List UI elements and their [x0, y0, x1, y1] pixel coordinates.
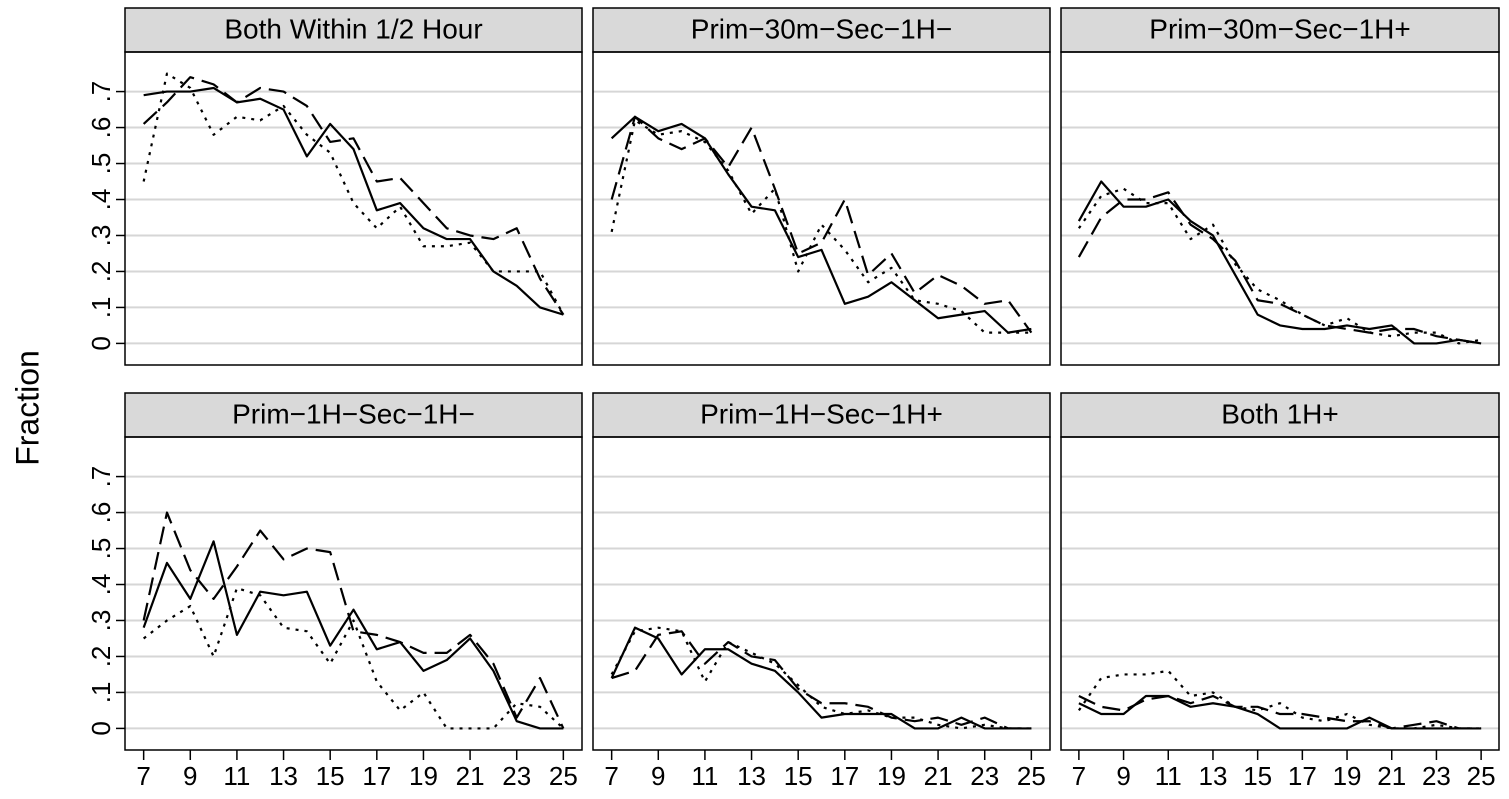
x-tick-label: 19	[409, 761, 438, 791]
x-tick-label: 15	[316, 761, 345, 791]
x-tick-label: 17	[1288, 761, 1317, 791]
x-tick-label: 11	[691, 761, 718, 791]
strip	[124, 7, 583, 53]
strip	[124, 392, 583, 438]
y-tick-label: .6	[86, 117, 116, 139]
series-line	[142, 76, 565, 316]
y-tick-label: .4	[86, 189, 116, 211]
strip-title: Both 1H+	[1221, 398, 1339, 429]
x-tick-label: 13	[1198, 761, 1227, 791]
x-tick-label: 9	[183, 761, 197, 791]
strip	[1060, 392, 1500, 438]
strip	[592, 392, 1051, 438]
x-tick-label: 13	[269, 761, 298, 791]
y-axis-title: Fraction	[9, 350, 45, 466]
x-tick-label: 21	[924, 761, 953, 791]
series-line	[142, 511, 565, 729]
x-tick-label: 11	[1155, 761, 1182, 791]
y-tick-label: .6	[86, 502, 116, 524]
y-tick-label: .2	[86, 646, 116, 668]
x-tick-label: 19	[877, 761, 906, 791]
series-line	[1077, 180, 1482, 345]
strip-title: Prim−30m−Sec−1H+	[1149, 13, 1410, 44]
series-line	[610, 626, 1032, 730]
plot-frame	[1060, 51, 1500, 366]
plot-frame	[124, 51, 583, 366]
y-tick-label: .3	[86, 225, 116, 247]
y-tick-label: .1	[86, 682, 116, 704]
y-tick-label: 0	[86, 721, 116, 735]
x-tick-label: 9	[1116, 761, 1130, 791]
x-tick-label: 7	[604, 761, 618, 791]
series-line	[142, 72, 565, 316]
x-tick-label: 7	[136, 761, 150, 791]
series-line	[1077, 191, 1482, 345]
x-tick-label: 21	[456, 761, 485, 791]
y-tick-label: .5	[86, 153, 116, 175]
strip-title: Prim−1H−Sec−1H+	[700, 398, 943, 429]
series-line	[610, 626, 1032, 730]
strip-title: Prim−1H−Sec−1H−	[232, 398, 475, 429]
series-line	[611, 630, 1032, 730]
plot-frame	[1060, 436, 1500, 751]
x-tick-label: 9	[651, 761, 665, 791]
x-tick-label: 17	[830, 761, 859, 791]
x-tick-label: 15	[1243, 761, 1272, 791]
y-tick-label: .5	[86, 538, 116, 560]
x-tick-label: 25	[549, 761, 578, 791]
y-tick-label: 0	[86, 336, 116, 350]
x-tick-label: 25	[1467, 761, 1496, 791]
series-line	[610, 119, 1032, 334]
series-line	[610, 115, 1033, 334]
x-tick-label: 13	[737, 761, 766, 791]
x-tick-label: 23	[970, 761, 999, 791]
series-line	[1077, 187, 1482, 345]
series-line	[142, 587, 565, 730]
series-line	[1078, 694, 1482, 730]
series-line	[142, 540, 564, 730]
x-tick-label: 17	[362, 761, 391, 791]
y-tick-label: .4	[86, 574, 116, 596]
series-line	[143, 86, 564, 316]
series-line	[610, 115, 1032, 334]
x-tick-label: 11	[223, 761, 250, 791]
y-tick-label: .7	[86, 81, 116, 103]
plot-frame	[592, 51, 1051, 366]
x-tick-label: 23	[1422, 761, 1451, 791]
series-line	[1077, 669, 1482, 730]
y-tick-label: .2	[86, 261, 116, 283]
strip-title: Prim−30m−Sec−1H−	[691, 13, 952, 44]
strip-title: Both Within 1/2 Hour	[224, 13, 482, 44]
y-tick-label: .1	[86, 297, 116, 319]
strip	[1060, 7, 1500, 53]
x-tick-label: 21	[1377, 761, 1406, 791]
plot-frame	[592, 436, 1051, 751]
y-tick-label: .3	[86, 610, 116, 632]
x-tick-label: 7	[1072, 761, 1086, 791]
y-tick-label: .7	[86, 466, 116, 488]
plot-frame	[124, 436, 583, 751]
x-tick-label: 15	[784, 761, 813, 791]
x-tick-label: 25	[1017, 761, 1046, 791]
x-tick-label: 23	[502, 761, 531, 791]
x-tick-label: 19	[1333, 761, 1362, 791]
